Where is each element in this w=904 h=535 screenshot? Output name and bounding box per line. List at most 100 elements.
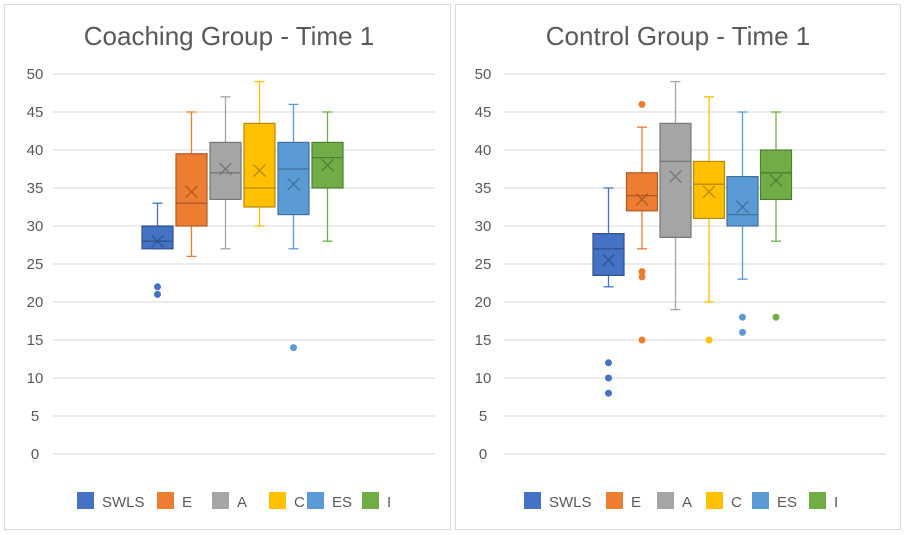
outlier-point-e [638, 268, 646, 276]
legend-label-i: I [834, 494, 838, 511]
legend-swatch-i [809, 492, 826, 509]
mean-marker-a [219, 162, 232, 176]
outlier-point-swls [605, 359, 612, 367]
outlier-point-es [290, 344, 297, 352]
outlier-point-es [739, 313, 746, 321]
box-rect-a [659, 122, 692, 239]
legend-swatch-i [362, 492, 379, 509]
legend-label-e: E [631, 494, 641, 511]
legend-label-a: A [682, 494, 692, 511]
box-a [659, 80, 692, 311]
legend-label-es: ES [332, 494, 352, 511]
legend-label-es: ES [777, 494, 797, 511]
legend-label-swls: SWLS [102, 494, 145, 511]
y-tick-label: 40 [27, 142, 44, 159]
outlier-point-swls [605, 374, 612, 382]
box-rect-es [277, 141, 310, 216]
y-tick-label: 25 [27, 256, 44, 273]
box-rect-e [625, 172, 659, 212]
legend-label-i: I [387, 494, 391, 511]
box-rect-swls [141, 225, 174, 250]
mean-marker-es [287, 177, 300, 191]
y-tick-label: 15 [27, 332, 44, 349]
legend-swatch-es [307, 492, 324, 509]
chart-panel-coaching: Coaching Group - Time 1 0 5 10 15 20 25 30 35 40 4… [4, 4, 451, 530]
y-tick-label: 20 [27, 294, 44, 311]
legend-swatch-swls [77, 492, 94, 509]
mean-marker-e [185, 185, 198, 199]
y-tick-label: 0 [31, 446, 39, 463]
legend-swatch-e [606, 492, 623, 509]
y-tick-label: 10 [27, 370, 44, 387]
y-tick-label: 5 [479, 408, 487, 425]
legend-swatch-a [657, 492, 674, 509]
box-swls [141, 202, 174, 298]
mean-marker-i [769, 173, 783, 187]
legend-swatch-c [269, 492, 286, 509]
y-tick-label: 0 [479, 446, 487, 463]
y-tick-label: 45 [475, 104, 492, 121]
outlier-point-c [705, 336, 713, 344]
legend-label-a: A [237, 494, 247, 511]
outlier-point-e [638, 336, 646, 344]
box-rect-e [175, 153, 208, 227]
y-tick-label: 25 [475, 256, 492, 273]
box-a [209, 96, 242, 250]
y-tick-label: 45 [27, 104, 44, 121]
box-rect-es [726, 176, 759, 227]
outlier-point-e [638, 100, 646, 108]
box-rect-i [759, 149, 793, 201]
mean-marker-swls [602, 253, 615, 267]
legend-label-c: C [731, 494, 742, 511]
chart-title-coaching: Coaching Group - Time 1 [84, 21, 374, 51]
legend-swatch-a [212, 492, 229, 509]
box-e [625, 100, 659, 344]
box-rect-swls [592, 233, 625, 277]
box-rect-c [243, 122, 276, 208]
outlier-point-es [739, 328, 746, 336]
y-tick-label: 20 [475, 294, 492, 311]
mean-marker-i [321, 158, 334, 172]
box-rect-a [209, 141, 242, 200]
outlier-point-i [772, 313, 780, 321]
outlier-point-e [638, 273, 646, 281]
mean-marker-es [736, 200, 749, 214]
y-tick-label: 10 [475, 370, 492, 387]
outlier-point-swls [154, 290, 161, 298]
legend-swatch-e [157, 492, 174, 509]
mean-marker-a [669, 170, 682, 184]
chart-svg-coaching: Coaching Group - Time 1 0 5 10 15 20 25 30 35 40 4… [27, 21, 435, 511]
box-swls [592, 187, 625, 397]
y-tick-label: 40 [475, 142, 492, 159]
legend-swatch-swls [524, 492, 541, 509]
box-es [277, 103, 310, 352]
legend-label-e: E [182, 494, 192, 511]
mean-marker-e [635, 192, 649, 206]
y-tick-label: 30 [27, 218, 44, 235]
y-tick-label: 5 [31, 408, 39, 425]
y-tick-label: 50 [27, 66, 44, 83]
chart-panel-control: Control Group - Time 1 0 5 10 15 20 25 30 35 40 45… [455, 4, 901, 530]
box-c [692, 96, 726, 344]
box-i [759, 111, 793, 321]
box-c [243, 80, 276, 227]
legend-label-c: C [294, 494, 305, 511]
outlier-point-swls [605, 389, 612, 397]
y-tick-label: 35 [475, 180, 492, 197]
legend-swatch-es [752, 492, 769, 509]
y-tick-label: 50 [475, 66, 492, 83]
y-tick-label: 35 [27, 180, 44, 197]
y-tick-label: 30 [475, 218, 492, 235]
box-rect-c [692, 160, 726, 219]
mean-marker-c [253, 164, 266, 177]
mean-marker-swls [151, 234, 164, 248]
chart-title-control: Control Group - Time 1 [546, 21, 810, 51]
mean-marker-c [702, 185, 716, 199]
y-tick-label: 15 [475, 332, 492, 349]
box-es [726, 111, 759, 336]
legend-swatch-c [706, 492, 723, 509]
chart-svg-control: Control Group - Time 1 0 5 10 15 20 25 30 35 40 45… [475, 21, 886, 511]
legend-label-swls: SWLS [549, 494, 592, 511]
box-i [311, 111, 344, 242]
box-e [175, 111, 208, 258]
